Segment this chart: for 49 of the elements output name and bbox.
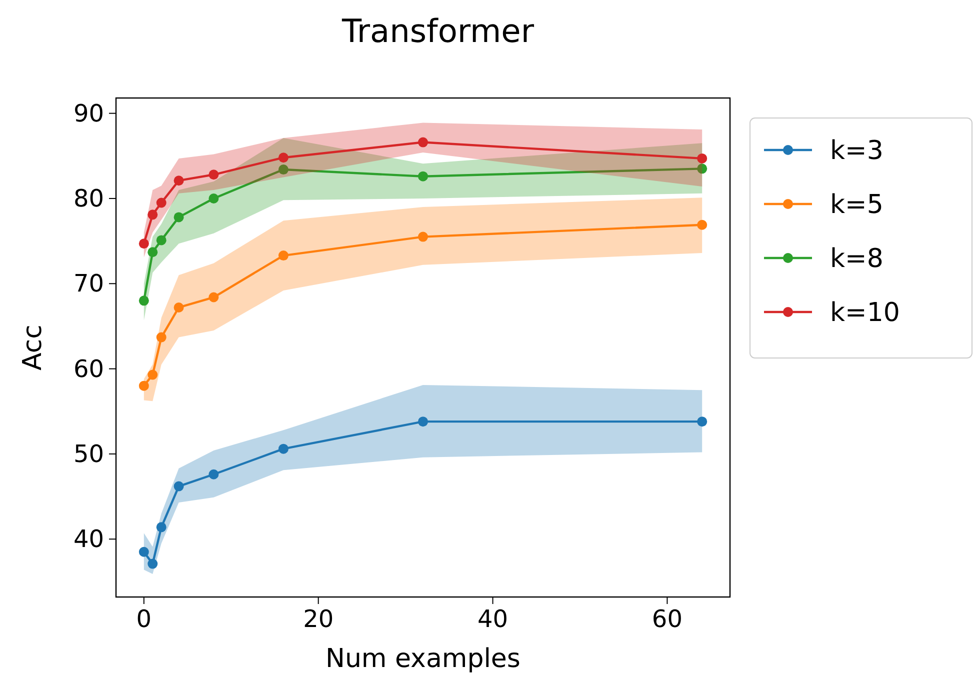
- point: [148, 558, 158, 569]
- x-tick-label: 60: [652, 605, 682, 633]
- y-tick-label: 50: [73, 440, 104, 468]
- point: [697, 416, 708, 427]
- legend-label: k=8: [830, 244, 884, 274]
- point: [208, 292, 219, 302]
- point: [138, 238, 149, 249]
- point: [278, 250, 288, 261]
- point: [208, 469, 219, 480]
- y-tick-label: 60: [73, 354, 104, 383]
- point: [138, 546, 149, 557]
- point: [278, 444, 288, 454]
- point: [138, 296, 149, 306]
- x-tick-label: 0: [136, 605, 152, 633]
- point: [278, 164, 288, 175]
- point: [156, 522, 166, 532]
- legend-label: k=3: [830, 136, 884, 166]
- point: [156, 332, 166, 342]
- point: [697, 153, 708, 164]
- point: [418, 171, 428, 182]
- legend-label: k=5: [830, 190, 884, 220]
- point: [174, 481, 184, 492]
- y-axis-title: Acc: [18, 324, 48, 370]
- x-tick-label: 40: [478, 605, 508, 633]
- point: [208, 193, 219, 204]
- point: [174, 302, 184, 312]
- y-tick-label: 80: [73, 184, 104, 212]
- point: [138, 380, 149, 391]
- point: [418, 137, 428, 148]
- point: [156, 235, 166, 246]
- point: [418, 232, 428, 242]
- point: [697, 164, 708, 174]
- chart-title: Transformer: [340, 12, 535, 50]
- point: [278, 152, 288, 163]
- x-axis-title: Num examples: [326, 644, 520, 674]
- point: [208, 170, 219, 180]
- y-tick-label: 70: [73, 270, 104, 298]
- point: [156, 198, 166, 208]
- y-tick-label: 90: [73, 99, 104, 128]
- x-tick-label: 20: [303, 605, 334, 633]
- point: [148, 247, 158, 258]
- point: [148, 370, 158, 380]
- point: [697, 220, 708, 230]
- point: [418, 416, 428, 427]
- point: [148, 210, 158, 220]
- legend-label: k=10: [830, 298, 900, 328]
- y-tick-label: 40: [73, 525, 104, 554]
- point: [174, 212, 184, 222]
- point: [174, 176, 184, 186]
